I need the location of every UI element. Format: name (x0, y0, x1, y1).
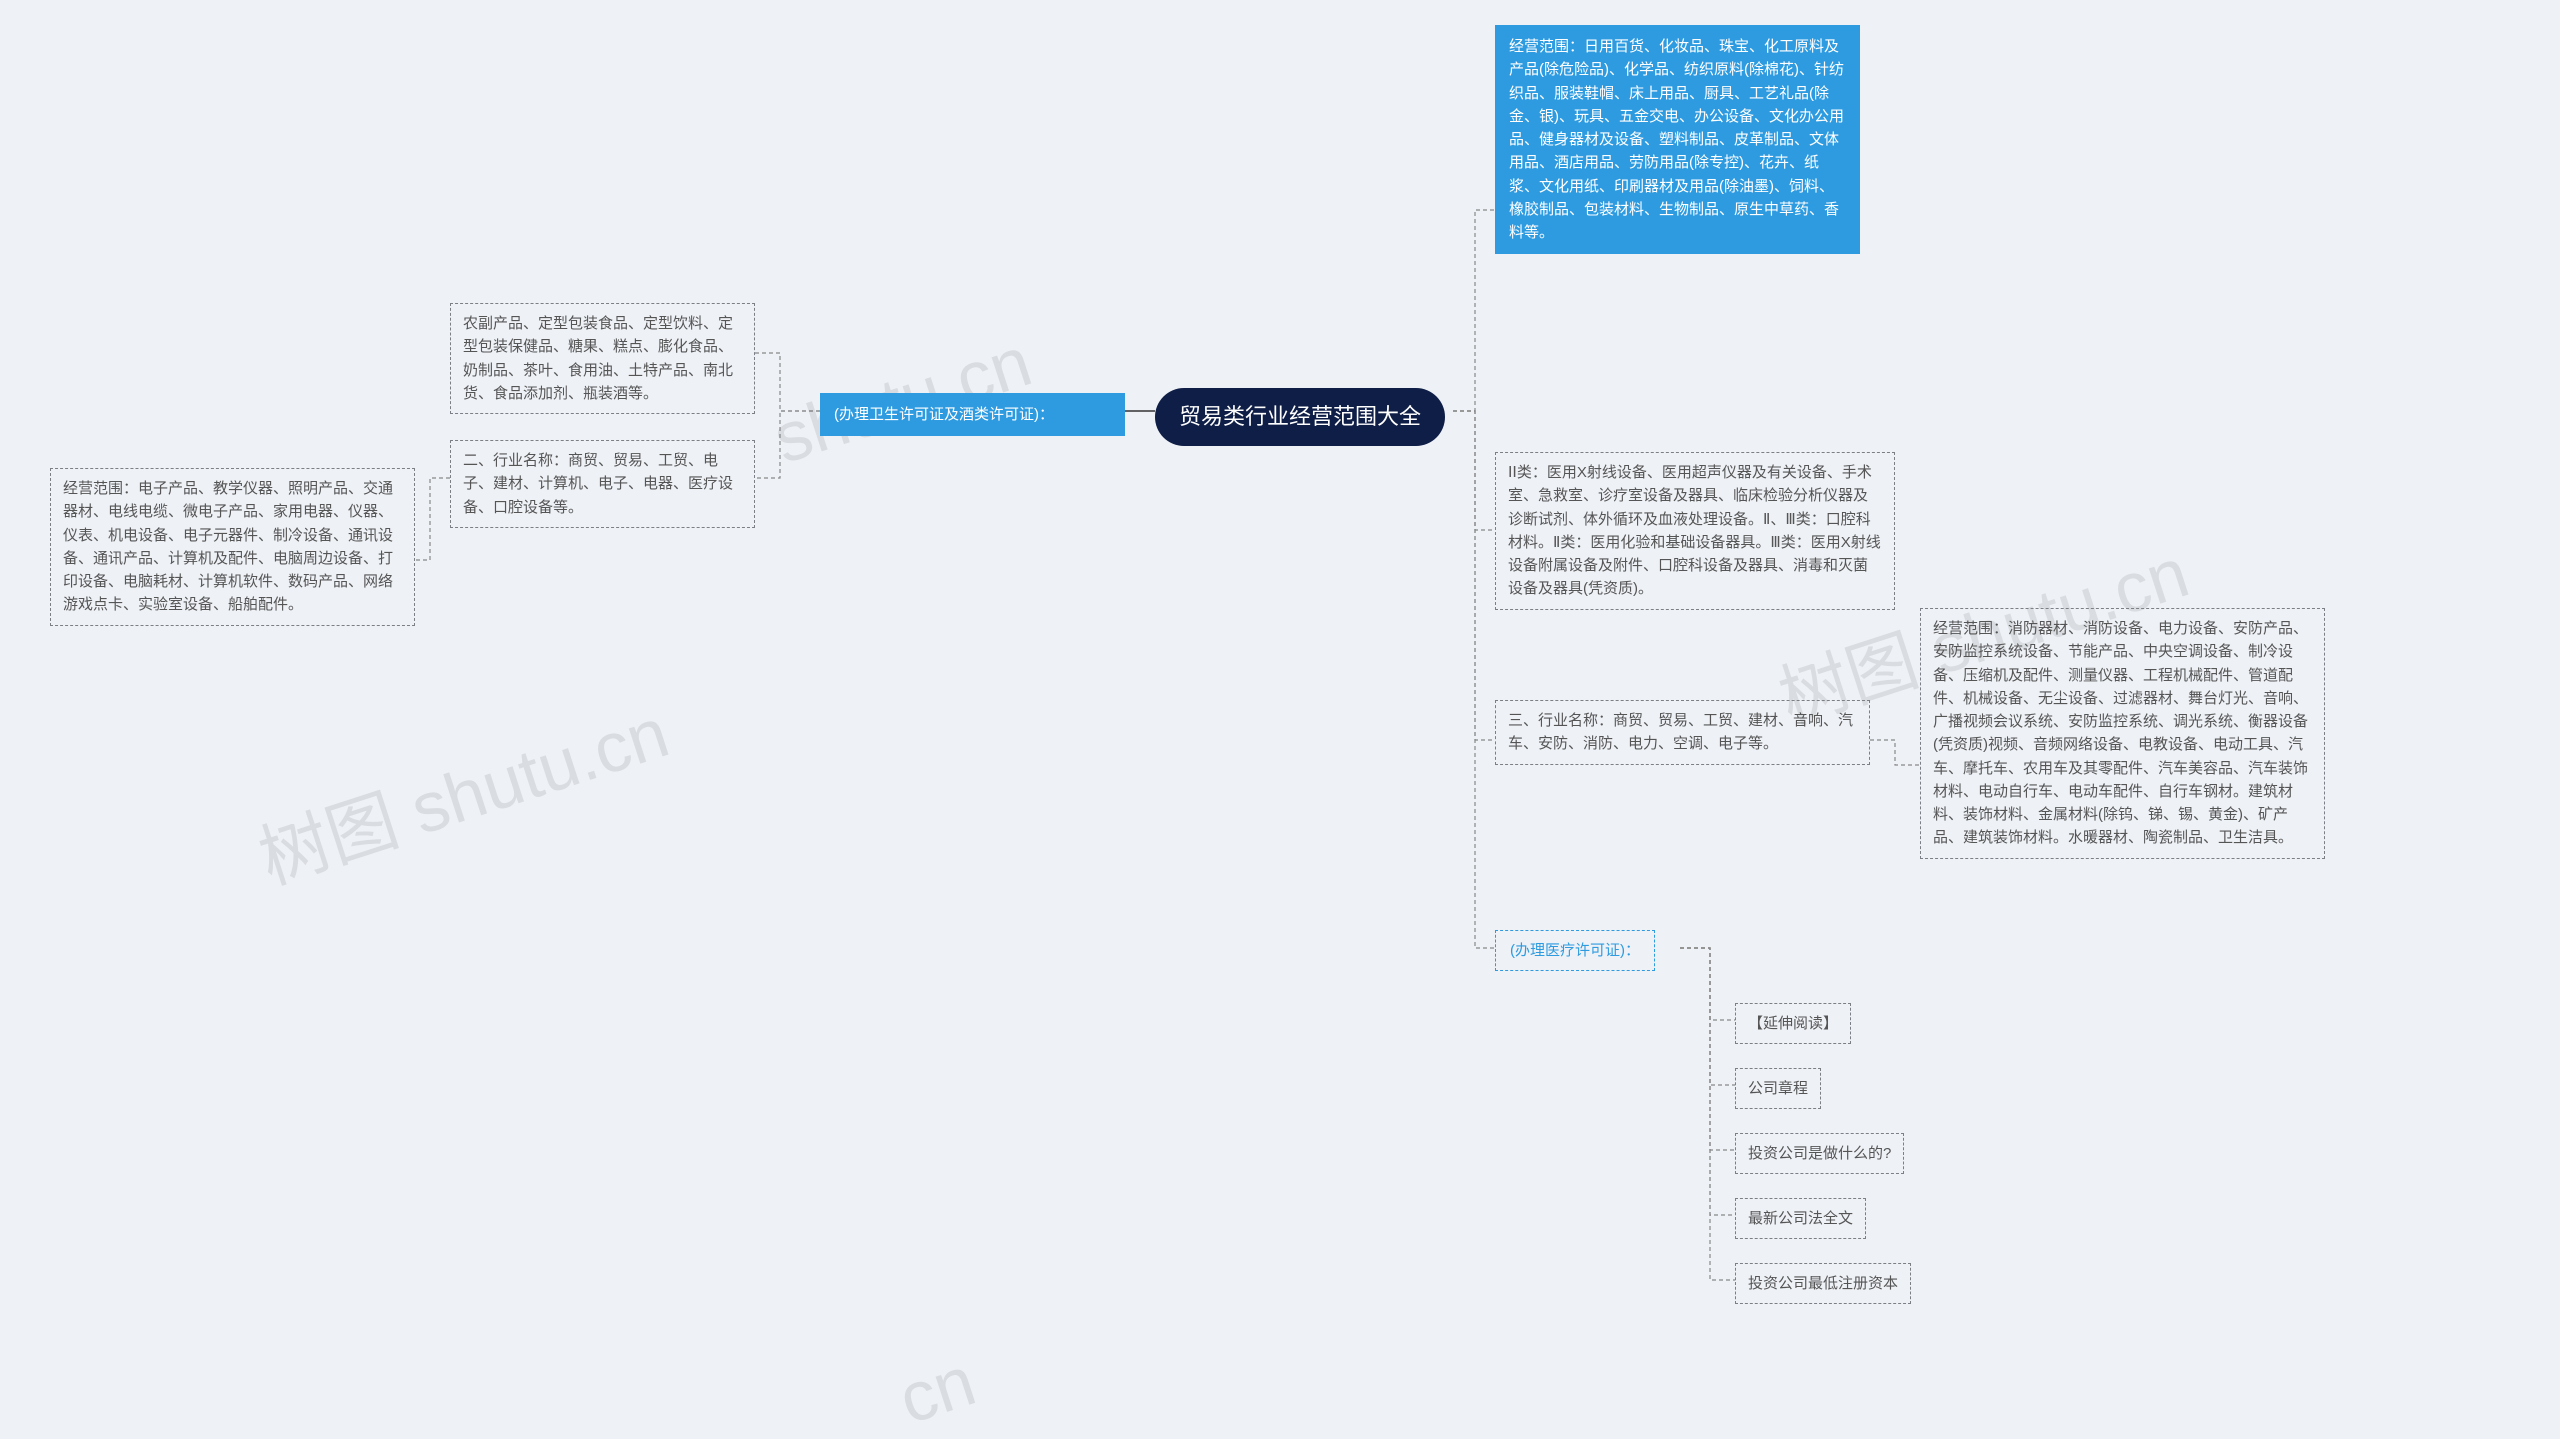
leaf-company-law[interactable]: 最新公司法全文 (1735, 1198, 1866, 1239)
leaf-extended-reading[interactable]: 【延伸阅读】 (1735, 1003, 1851, 1044)
food-scope-node[interactable]: 农副产品、定型包装食品、定型饮料、定型包装保健品、糖果、糕点、膨化食品、奶制品、… (450, 303, 755, 414)
scope3-node[interactable]: 经营范围：消防器材、消防设备、电力设备、安防产品、安防监控系统设备、节能产品、中… (1920, 608, 2325, 859)
leaf-min-capital[interactable]: 投资公司最低注册资本 (1735, 1263, 1911, 1304)
electronics-scope-node[interactable]: 经营范围：电子产品、教学仪器、照明产品、交通器材、电线电缆、微电子产品、家用电器… (50, 468, 415, 626)
medical-license-node[interactable]: (办理医疗许可证)： (1495, 930, 1655, 971)
left-license-node[interactable]: (办理卫生许可证及酒类许可证)： (820, 393, 1125, 436)
general-scope-node[interactable]: 经营范围：日用百货、化妆品、珠宝、化工原料及产品(除危险品)、化学品、纺织原料(… (1495, 25, 1860, 254)
medical-categories-node[interactable]: ⅠⅠ类：医用X射线设备、医用超声仪器及有关设备、手术室、急救室、诊疗室设备及器具… (1495, 452, 1895, 610)
leaf-investment-what[interactable]: 投资公司是做什么的? (1735, 1133, 1904, 1174)
industry3-node[interactable]: 三、行业名称：商贸、贸易、工贸、建材、音响、汽车、安防、消防、电力、空调、电子等… (1495, 700, 1870, 765)
root-node[interactable]: 贸易类行业经营范围大全 (1155, 388, 1445, 446)
leaf-company-articles[interactable]: 公司章程 (1735, 1068, 1821, 1109)
mindmap-canvas: shutu.cn 树图 shutu.cn 树图 shutu.cn cn 贸易类行… (0, 0, 2560, 1380)
industry2-node[interactable]: 二、行业名称：商贸、贸易、工贸、电子、建材、计算机、电子、电器、医疗设备、口腔设… (450, 440, 755, 528)
